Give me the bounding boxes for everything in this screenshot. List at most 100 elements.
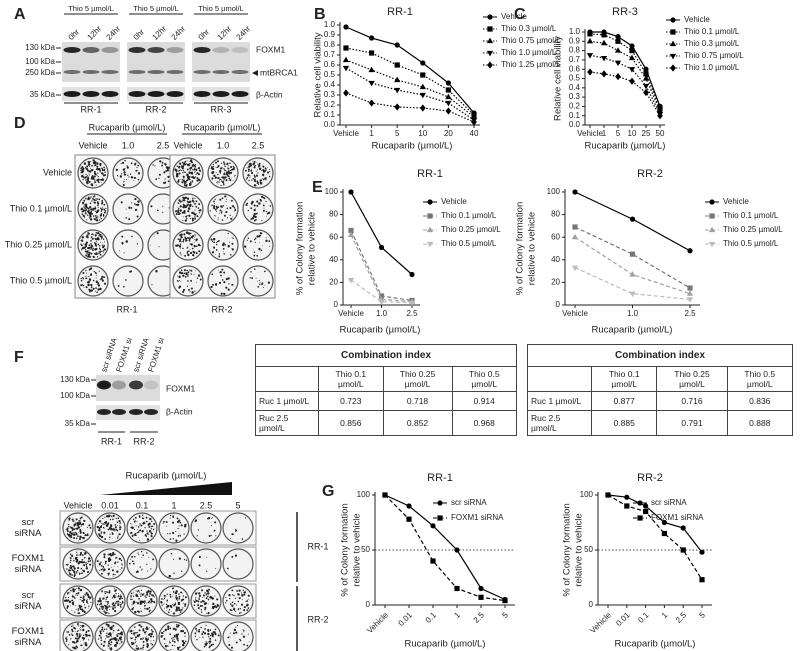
colonies xyxy=(97,623,123,651)
data-point xyxy=(680,525,686,531)
panel-label: A xyxy=(14,6,26,23)
table-cell: 0.888 xyxy=(726,410,794,436)
data-point xyxy=(687,285,693,291)
colonies xyxy=(160,624,187,651)
colonies xyxy=(129,623,155,651)
cell-line-label: RR-1 xyxy=(116,304,137,314)
legend-label: Vehicle xyxy=(501,12,527,21)
y-tick-label: 0.9 xyxy=(569,36,581,45)
data-point xyxy=(572,189,578,195)
y-tick-label: 0.2 xyxy=(569,102,581,111)
blot-band xyxy=(212,70,230,74)
data-point xyxy=(629,251,636,257)
table-cell: Thio 0.25 µmol/L xyxy=(382,366,453,392)
data-point xyxy=(571,265,579,272)
data-point xyxy=(629,43,635,49)
data-point xyxy=(348,227,354,234)
blot-band xyxy=(128,47,146,53)
blot-band xyxy=(231,47,249,53)
data-point xyxy=(378,244,385,250)
data-point xyxy=(661,530,667,537)
data-point xyxy=(643,71,649,77)
legend-label: Thio 1.0 µmol/L xyxy=(684,63,740,72)
colonies xyxy=(117,270,132,288)
time-label: 24hr xyxy=(105,24,123,42)
table-cell: 0.877 xyxy=(591,391,658,411)
data-point xyxy=(430,558,436,564)
legend-marker xyxy=(437,515,443,521)
dose-label: 0.01 xyxy=(101,500,119,510)
data-point xyxy=(643,503,649,509)
row-label: scr siRNA xyxy=(14,517,42,539)
data-point xyxy=(419,104,426,112)
x-tick-label: 5 xyxy=(395,129,400,138)
legend-marker xyxy=(486,50,494,57)
data-point xyxy=(408,300,416,307)
treatment-label: Thio 5 µmol/L xyxy=(198,4,244,13)
y-tick-label: 20 xyxy=(551,278,560,287)
colonies xyxy=(168,552,188,578)
legend-marker xyxy=(487,26,493,32)
legend-label: Thio 0.25 µmol/L xyxy=(441,225,501,234)
table-cell: Thio 0.5 µmol/L xyxy=(451,366,518,392)
y-axis-label: % of Colony formation xyxy=(295,202,306,295)
well xyxy=(112,157,144,189)
y-tick-label: 0.9 xyxy=(324,30,336,39)
mw-marker: 250 kDa xyxy=(25,68,55,77)
colonies xyxy=(210,160,236,187)
x-tick-label: 1 xyxy=(602,129,607,138)
well xyxy=(112,265,144,297)
colonies xyxy=(227,554,238,570)
x-tick-label: 0.1 xyxy=(424,610,439,625)
table-cell: 0.914 xyxy=(451,391,518,411)
data-point xyxy=(642,75,650,81)
colonies xyxy=(65,623,91,650)
y-tick-label: 100 xyxy=(580,490,594,499)
blot-band xyxy=(212,91,230,97)
blot-band xyxy=(97,380,111,390)
x-tick-label: Vehicle xyxy=(365,610,390,635)
x-axis-label: Rucaparib (µmol/L) xyxy=(372,141,453,152)
colonies xyxy=(244,231,271,257)
legend-label: FOXM1 siRNA xyxy=(451,513,504,522)
blot-band xyxy=(147,47,165,53)
x-tick-label: Vehicle xyxy=(562,309,588,318)
table-cell: 0.723 xyxy=(318,391,384,411)
x-tick-label: 5 xyxy=(500,610,510,620)
dose-label: 1 xyxy=(171,500,176,510)
well xyxy=(158,512,190,544)
x-tick-label: Vehicle xyxy=(338,309,364,318)
x-tick-label: 5 xyxy=(616,129,621,138)
panel-label: D xyxy=(14,115,26,132)
y-axis-label: relative to vehicle xyxy=(527,212,538,285)
data-point xyxy=(454,585,460,592)
data-point xyxy=(680,547,686,553)
data-point xyxy=(419,92,426,99)
data-point xyxy=(628,67,636,73)
data-point xyxy=(343,89,349,97)
colonies xyxy=(245,195,272,222)
data-point xyxy=(454,547,460,553)
well xyxy=(242,193,274,225)
colonies xyxy=(120,197,140,221)
dose-label: 2.5 xyxy=(157,140,170,150)
colonies xyxy=(249,268,271,288)
well xyxy=(190,512,222,544)
blot-band xyxy=(212,47,230,53)
data-point xyxy=(629,77,635,85)
blot-band xyxy=(193,47,211,53)
data-point xyxy=(343,24,349,30)
well xyxy=(112,229,144,261)
data-point xyxy=(406,503,412,509)
series-line xyxy=(384,494,506,602)
cell-line-label: RR-1 xyxy=(80,104,101,114)
data-point xyxy=(687,248,693,254)
data-point xyxy=(347,278,355,284)
x-tick-label: 50 xyxy=(656,129,665,138)
dose-label: Vehicle xyxy=(78,140,107,150)
colonies xyxy=(130,589,156,614)
legend-marker xyxy=(487,61,493,69)
series-line xyxy=(345,47,475,116)
well xyxy=(158,548,190,580)
data-point xyxy=(600,55,608,62)
